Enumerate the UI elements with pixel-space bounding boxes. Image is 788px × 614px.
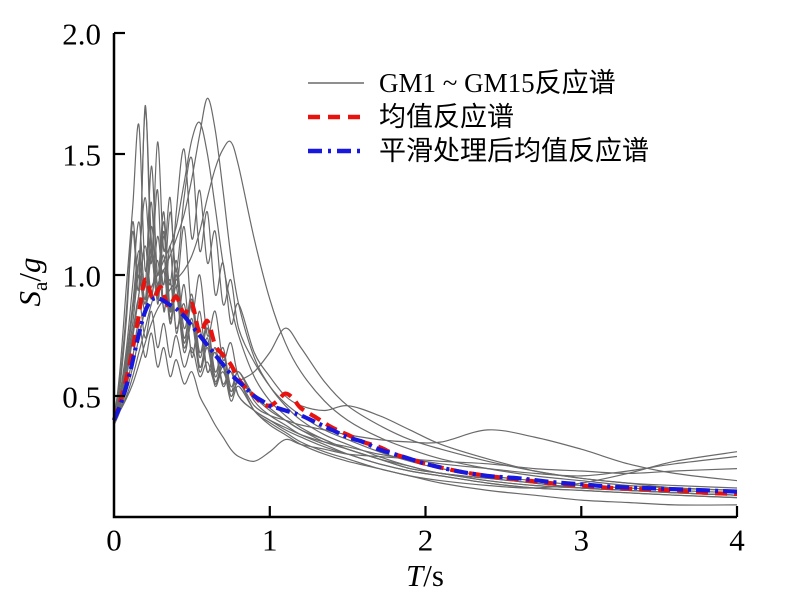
x-tick-label-4: 4 (729, 523, 745, 558)
gm-curve-gm8 (113, 245, 738, 477)
mean-curve (112, 277, 738, 497)
mean-line-sample-icon (308, 114, 364, 120)
legend-item-gm: GM1 ~ GM15反应谱 (306, 66, 649, 100)
legend-item-smoothed: 平滑处理后均值反应谱 (306, 134, 649, 168)
gm-curve-gm10 (113, 245, 738, 489)
gm-curve-gm2 (113, 123, 738, 506)
y-tick-label-2.0: 2.0 (62, 17, 101, 52)
gm-curve-gm11 (113, 121, 738, 496)
y-axis-title: Sa/g (12, 257, 53, 307)
smoothed-line-sample-icon (308, 148, 364, 154)
gm-line-sample-icon (308, 82, 364, 84)
gm-curve-gm12 (113, 97, 738, 496)
gm-curve-gm15 (113, 322, 738, 474)
gm-curve-gm3 (113, 165, 738, 496)
legend-label-gm: GM1 ~ GM15反应谱 (379, 67, 616, 98)
legend-label-mean: 均值反应谱 (379, 101, 514, 132)
gm-curve-gm5 (113, 109, 738, 499)
gm-curve-gm14 (113, 298, 738, 489)
legend: GM1 ~ GM15反应谱 均值反应谱 平滑处理后均值反应谱 (306, 66, 649, 168)
gm-curve-gm13 (113, 140, 738, 491)
x-tick-label-0: 0 (106, 523, 122, 558)
x-tick-label-2: 2 (418, 523, 434, 558)
legend-label-smoothed: 平滑处理后均值反应谱 (379, 135, 649, 166)
y-tick-label-1.5: 1.5 (62, 138, 101, 173)
x-axis-title: T/s (406, 558, 444, 593)
y-tick-label-0.5: 0.5 (62, 380, 101, 415)
smoothed-curve (112, 296, 738, 494)
x-tick-label-1: 1 (262, 523, 278, 558)
gm-curve-gm4 (113, 141, 738, 496)
gm-curve-gm7 (113, 225, 738, 482)
axis-frame (112, 33, 737, 519)
legend-item-mean: 均值反应谱 (306, 100, 649, 134)
y-tick-label-1.0: 1.0 (62, 259, 101, 294)
x-tick-label-3: 3 (574, 523, 590, 558)
